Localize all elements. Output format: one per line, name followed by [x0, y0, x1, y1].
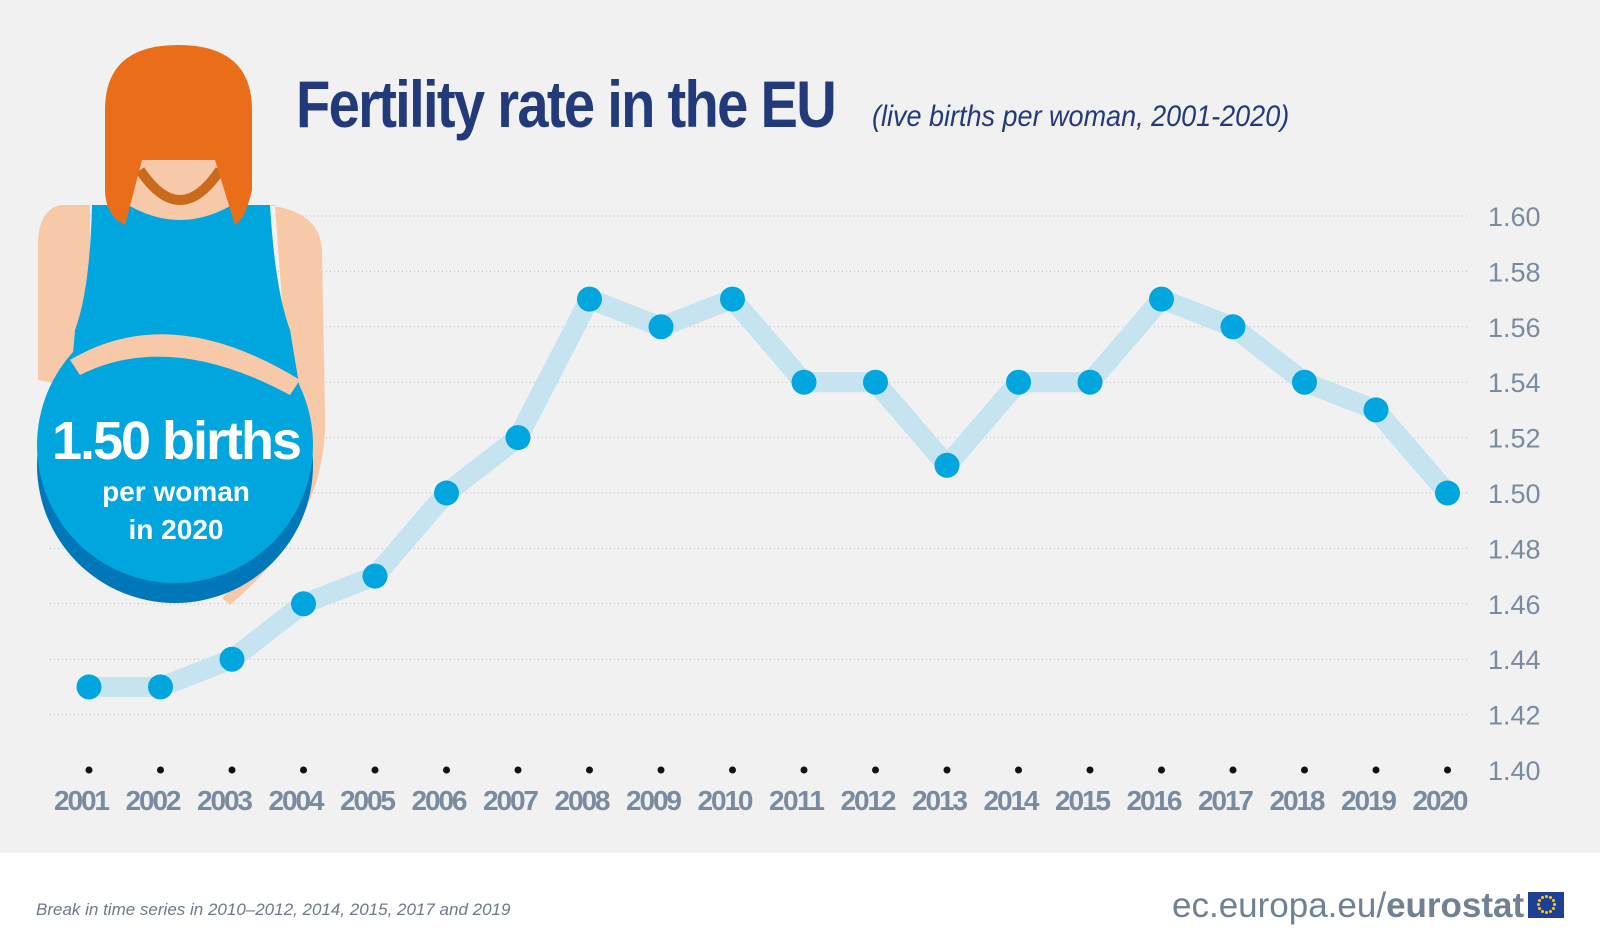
- data-point-2011: [791, 369, 817, 395]
- y-tick-label: 1.40: [1488, 756, 1541, 786]
- flag-star-icon: [1537, 899, 1541, 903]
- callout-value: 1.50 births: [51, 411, 302, 471]
- x-tick-label: 2013: [912, 785, 968, 816]
- x-tick-label: 2017: [1198, 785, 1254, 816]
- x-tick-label: 2016: [1127, 785, 1183, 816]
- flag-star-icon: [1552, 903, 1556, 907]
- y-tick-label: 1.46: [1488, 590, 1541, 620]
- eurostat-logo[interactable]: ec.europa.eu/eurostat: [1172, 886, 1565, 926]
- x-axis-dot: [943, 766, 951, 774]
- data-point-2018: [1292, 369, 1317, 395]
- x-tick-label: 2015: [1055, 785, 1111, 816]
- x-axis-dot: [85, 766, 93, 774]
- data-point-2003: [219, 646, 245, 672]
- pregnant-woman-illustration: [37, 45, 326, 605]
- y-tick-label: 1.60: [1488, 202, 1541, 232]
- data-point-2006: [434, 480, 459, 506]
- x-axis-dot: [1229, 766, 1237, 774]
- x-axis-dot: [586, 766, 593, 774]
- x-axis-dot: [371, 766, 379, 774]
- x-tick-label: 2004: [269, 785, 325, 816]
- x-axis-dot: [443, 766, 450, 774]
- x-tick-label: 2003: [197, 785, 253, 816]
- data-point-2013: [934, 452, 960, 478]
- flag-star-icon: [1548, 896, 1552, 900]
- x-tick-label: 2001: [54, 785, 110, 816]
- data-point-2002: [148, 674, 173, 700]
- x-axis-dot: [1372, 766, 1380, 774]
- x-axis-dot: [228, 766, 236, 774]
- data-point-2012: [863, 369, 888, 395]
- data-point-2020: [1435, 480, 1460, 506]
- x-tick-label: 2014: [984, 785, 1040, 816]
- x-axis-dot: [800, 766, 808, 774]
- data-point-2009: [648, 314, 674, 340]
- x-tick-label: 2002: [126, 785, 182, 816]
- x-tick-label: 2012: [841, 785, 897, 816]
- x-axis-dot: [1301, 766, 1308, 774]
- data-point-2014: [1006, 369, 1031, 395]
- x-axis-dot: [729, 766, 736, 774]
- x-axis-dot: [1444, 766, 1451, 774]
- chart-subtitle: (live births per woman, 2001-2020): [872, 100, 1290, 133]
- callout-line3: in 2020: [128, 514, 224, 545]
- flag-star-icon: [1536, 903, 1540, 907]
- x-axis-dot: [514, 766, 522, 774]
- data-point-2007: [505, 425, 531, 451]
- x-tick-label: 2008: [555, 785, 611, 816]
- y-tick-label: 1.48: [1488, 534, 1541, 564]
- y-tick-label: 1.42: [1488, 701, 1541, 731]
- x-tick-label: 2020: [1413, 785, 1469, 816]
- x-axis-dot: [657, 766, 665, 774]
- x-tick-label: 2009: [626, 785, 682, 816]
- data-point-2010: [720, 286, 745, 312]
- logo-domain: ec.europa.eu/: [1172, 886, 1387, 925]
- x-axis-dot: [1015, 766, 1022, 774]
- chart-title: Fertility rate in the EU: [296, 67, 837, 141]
- y-tick-label: 1.44: [1488, 645, 1541, 675]
- data-point-2017: [1220, 314, 1246, 340]
- flag-star-icon: [1548, 910, 1552, 914]
- flag-star-icon: [1544, 911, 1548, 915]
- x-axis-dot: [1158, 766, 1165, 774]
- x-tick-label: 2006: [412, 785, 468, 816]
- eu-flag-icon: [1528, 891, 1565, 918]
- callout-line2: per woman: [102, 476, 250, 507]
- data-point-2016: [1149, 286, 1174, 312]
- data-point-2015: [1077, 369, 1103, 395]
- data-point-2005: [362, 563, 388, 589]
- data-point-2019: [1363, 397, 1389, 423]
- x-tick-label: 2019: [1341, 785, 1397, 816]
- flag-star-icon: [1551, 899, 1555, 903]
- flag-star-icon: [1544, 895, 1548, 899]
- data-point-2001: [76, 674, 102, 700]
- x-tick-label: 2011: [769, 785, 825, 816]
- x-tick-label: 2010: [698, 785, 754, 816]
- x-axis-dot: [872, 766, 879, 774]
- x-axis-dot: [157, 766, 164, 774]
- y-tick-label: 1.56: [1488, 313, 1541, 343]
- y-tick-label: 1.52: [1488, 424, 1541, 454]
- x-axis-dot: [1086, 766, 1094, 774]
- x-tick-label: 2018: [1270, 785, 1326, 816]
- y-tick-label: 1.54: [1488, 368, 1541, 398]
- x-tick-label: 2007: [483, 785, 539, 816]
- flag-star-icon: [1540, 910, 1544, 914]
- flag-star-icon: [1540, 896, 1544, 900]
- flag-star-icon: [1537, 907, 1541, 911]
- x-axis-dot: [300, 766, 307, 774]
- data-point-2004: [291, 591, 316, 617]
- y-tick-label: 1.58: [1488, 257, 1541, 287]
- y-tick-label: 1.50: [1488, 479, 1541, 509]
- logo-brand: eurostat: [1386, 886, 1525, 925]
- series-line: [79, 289, 1458, 697]
- flag-star-icon: [1551, 907, 1555, 911]
- x-tick-label: 2005: [340, 785, 396, 816]
- data-point-2008: [577, 286, 602, 312]
- footnote: Break in time series in 2010–2012, 2014,…: [36, 900, 511, 919]
